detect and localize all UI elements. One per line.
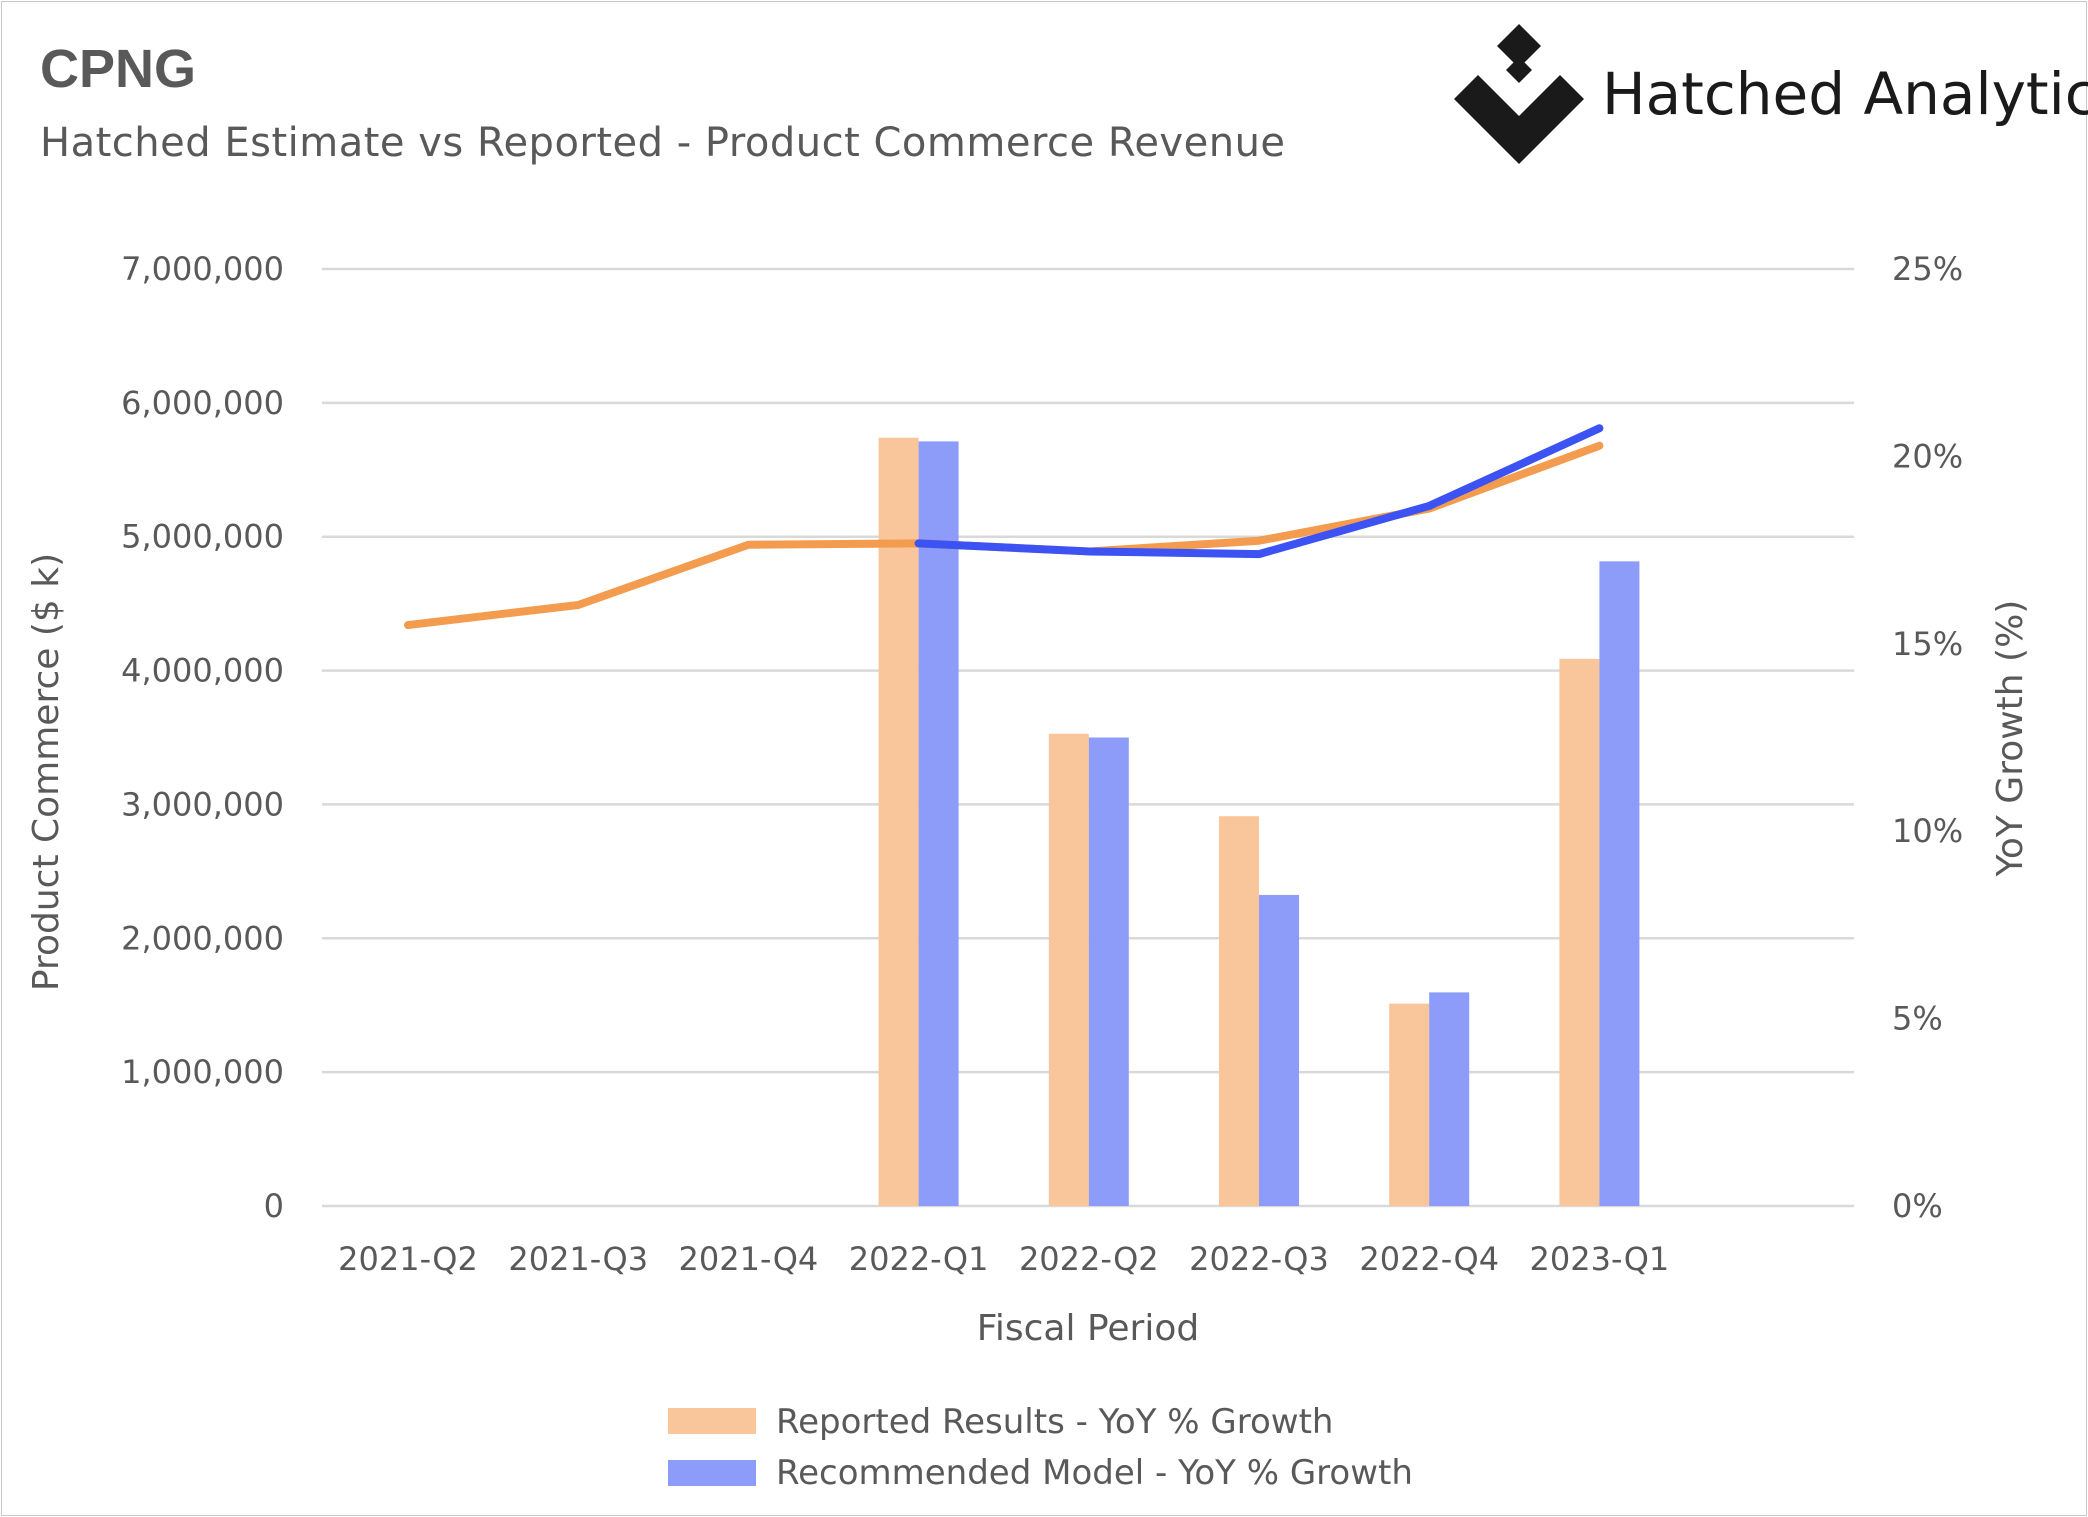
- x-tick-label: 2023-Q1: [1530, 1240, 1670, 1278]
- brand-block: Hatched Analytics: [1444, 22, 2088, 167]
- y2-tick-label: 20%: [1892, 437, 1963, 475]
- y2-tick-label: 5%: [1892, 1000, 1943, 1038]
- legend-swatch-recommended: [668, 1460, 756, 1486]
- x-tick-labels: 2021-Q2 2021-Q3 2021-Q4 2022-Q1 2022-Q2 2022-…: [338, 1240, 1669, 1278]
- chart-ticker: CPNG: [40, 39, 197, 99]
- x-axis-title: Fiscal Period: [977, 1308, 1199, 1349]
- legend-label-reported: Reported Results - YoY % Growth: [776, 1402, 1333, 1442]
- y2-tick-label: 15%: [1892, 625, 1963, 663]
- lines: [404, 424, 1604, 630]
- y-tick-labels: 0 1,000,000 2,000,000 3,000,000 4,000,000 5,0…: [121, 250, 284, 1225]
- bar-recommended: [918, 441, 959, 1207]
- y-axis-title: Product Commerce ($ k): [26, 553, 67, 991]
- legend-swatch-reported: [668, 1408, 756, 1434]
- y-tick-label: 3,000,000: [121, 785, 284, 823]
- x-tick-label: 2022-Q3: [1189, 1240, 1329, 1278]
- brand-name: Hatched Analytics: [1602, 60, 2088, 128]
- x-tick-label: 2022-Q4: [1359, 1240, 1499, 1278]
- bar-recommended: [1259, 894, 1299, 1206]
- bar-recommended: [1088, 737, 1129, 1206]
- bar-reported: [878, 437, 919, 1206]
- x-tick-label: 2022-Q2: [1019, 1240, 1159, 1278]
- y2-tick-labels: 0% 5% 10% 15% 20% 25%: [1892, 250, 1963, 1225]
- line-series-blue: [914, 424, 1604, 559]
- hatched-diamond-logo-icon: [1454, 24, 1584, 164]
- bar-recommended: [1599, 561, 1640, 1206]
- legend-label-recommended: Recommended Model - YoY % Growth: [776, 1453, 1413, 1493]
- y-tick-label: 5,000,000: [121, 518, 284, 556]
- bar-reported: [1389, 1003, 1430, 1206]
- bar-recommended: [1429, 992, 1470, 1206]
- bar-reported: [1219, 816, 1259, 1206]
- y-tick-label: 6,000,000: [121, 384, 284, 422]
- y2-tick-label: 0%: [1892, 1187, 1943, 1225]
- y2-tick-label: 25%: [1892, 250, 1963, 288]
- y-tick-label: 1,000,000: [121, 1053, 284, 1091]
- y2-tick-label: 10%: [1892, 812, 1963, 850]
- y-tick-label: 0: [264, 1187, 284, 1225]
- x-tick-label: 2021-Q4: [679, 1240, 819, 1278]
- y-tick-label: 4,000,000: [121, 652, 284, 690]
- y2-axis-title: YoY Growth (%): [1990, 600, 2031, 878]
- chart-subtitle: Hatched Estimate vs Reported - Product C…: [40, 120, 1286, 166]
- x-tick-label: 2022-Q1: [849, 1240, 989, 1278]
- bar-reported: [1048, 733, 1089, 1206]
- y-tick-label: 7,000,000: [121, 250, 284, 288]
- bars: [878, 437, 1640, 1207]
- x-tick-label: 2021-Q2: [338, 1240, 478, 1278]
- y-tick-label: 2,000,000: [121, 919, 284, 957]
- line-series-orange: [404, 441, 1604, 630]
- legend: Reported Results - YoY % Growth Recommen…: [668, 1402, 1413, 1493]
- bar-reported: [1559, 658, 1600, 1206]
- x-tick-label: 2021-Q3: [508, 1240, 648, 1278]
